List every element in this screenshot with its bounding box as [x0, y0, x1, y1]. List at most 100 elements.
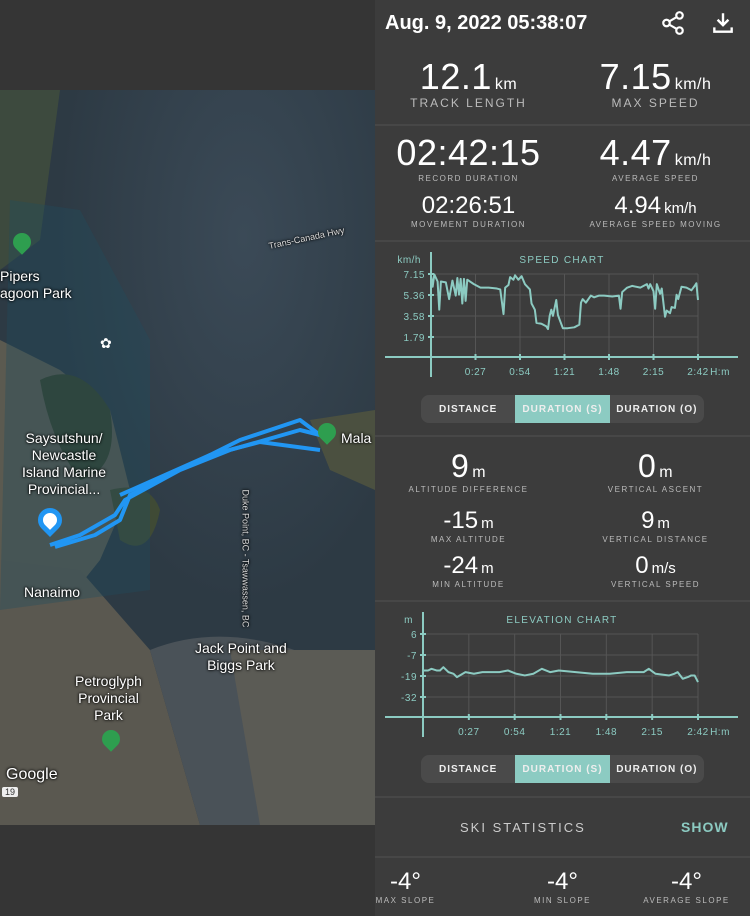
- x-axis-unit: H:m: [710, 367, 730, 378]
- x-tick-label: 2:15: [641, 727, 662, 738]
- label: ALTITUDE DIFFERENCE: [408, 485, 529, 494]
- x-tick-label: 1:48: [596, 727, 617, 738]
- max-speed-value: 7.15: [599, 56, 672, 97]
- series-line: [430, 273, 699, 331]
- stat-altitude-difference: 9 m ALTITUDE DIFFERENCE: [375, 448, 562, 494]
- average-speed-value: 4.47: [599, 132, 672, 173]
- toggle-distance[interactable]: DISTANCE: [438, 403, 498, 415]
- y-tick-label: 3.58: [404, 312, 425, 323]
- x-tick-label: 0:54: [509, 367, 530, 378]
- stat-vertical-speed: 0 m/s VERTICAL SPEED: [562, 552, 749, 589]
- label: TRACK LENGTH: [410, 96, 527, 110]
- track-length-value: 12.1: [419, 56, 492, 97]
- x-tick-label: 1:48: [598, 367, 619, 378]
- route-shield: 19: [2, 787, 19, 797]
- label: MIN SLOPE: [533, 896, 592, 905]
- value: 9: [450, 448, 470, 484]
- divider: [375, 435, 750, 437]
- value: -4°: [390, 868, 421, 895]
- unit: km/h: [674, 76, 712, 93]
- y-tick-label: 1.79: [404, 333, 425, 344]
- stat-min-altitude: -24 m MIN ALTITUDE: [375, 552, 562, 589]
- y-axis-unit: m: [404, 615, 413, 626]
- label: MIN ALTITUDE: [432, 580, 505, 589]
- map-view[interactable]: Pipers agoon Park Saysutshun/ Newcastle …: [0, 90, 375, 825]
- map-label-jack-point[interactable]: Jack Point and Biggs Park: [195, 640, 287, 673]
- stat-average-slope: -4° AVERAGE SLOPE: [593, 868, 750, 905]
- stat-movement-duration: 02:26:51 MOVEMENT DURATION: [375, 192, 562, 229]
- toggle-duration-o[interactable]: DURATION (O): [616, 763, 698, 775]
- satellite-imagery: [0, 90, 375, 825]
- value: 0: [637, 448, 657, 484]
- series-line: [423, 666, 699, 683]
- label: MAX SLOPE: [375, 896, 436, 905]
- divider: [375, 856, 750, 858]
- divider: [375, 796, 750, 798]
- stat-vertical-distance: 9 m VERTICAL DISTANCE: [562, 507, 749, 544]
- value: -4°: [671, 868, 702, 895]
- elevation-chart-axis-toggle: DISTANCE DURATION (S) DURATION (O): [421, 755, 704, 783]
- label: VERTICAL DISTANCE: [602, 535, 709, 544]
- record-duration-value: 02:42:15: [396, 132, 541, 173]
- unit: km: [494, 76, 518, 93]
- label: VERTICAL ASCENT: [607, 485, 704, 494]
- x-tick-label: 1:21: [550, 727, 571, 738]
- divider: [375, 240, 750, 242]
- elevation-chart[interactable]: ELEVATION CHART m 6 -7 -19 -32 0:27 0:54 1:21 1:4…: [375, 600, 750, 740]
- y-axis-unit: km/h: [397, 255, 421, 266]
- map-label-petroglyph[interactable]: Petroglyph Provincial Park: [75, 673, 142, 723]
- map-label-mala: Mala: [341, 430, 372, 446]
- map-label-nanaimo: Nanaimo: [24, 584, 81, 600]
- map-label-pipers: Pipers agoon Park: [0, 268, 72, 301]
- y-tick-label: 6: [411, 630, 417, 641]
- unit: m: [657, 515, 670, 532]
- value: -15: [443, 507, 479, 534]
- unit: m: [481, 515, 494, 532]
- value: -4°: [547, 868, 578, 895]
- toggle-duration-s[interactable]: DURATION (S): [515, 755, 610, 783]
- toggle-distance[interactable]: DISTANCE: [438, 763, 498, 775]
- chart-title: ELEVATION CHART: [506, 615, 617, 626]
- stat-average-speed: 4.47 km/h AVERAGE SPEED: [562, 132, 749, 183]
- google-logo: Google: [6, 766, 58, 783]
- speed-chart[interactable]: SPEED CHART km/h 7.15 5.36 3.58 1.79 0:27 0:54 1…: [375, 240, 750, 380]
- map-label-saysutshun[interactable]: Saysutshun/ Newcastle Island Marine Prov…: [22, 430, 107, 497]
- divider: [375, 124, 750, 126]
- track-datetime: Aug. 9, 2022 05:38:07: [385, 12, 588, 34]
- toggle-duration-s[interactable]: DURATION (S): [515, 395, 610, 423]
- label: MAX SPEED: [611, 96, 700, 110]
- stat-max-altitude: -15 m MAX ALTITUDE: [375, 507, 562, 544]
- label: AVERAGE SPEED: [612, 174, 699, 183]
- x-tick-label: 2:42: [687, 727, 708, 738]
- toggle-duration-o[interactable]: DURATION (O): [616, 403, 698, 415]
- stat-max-speed: 7.15 km/h MAX SPEED: [562, 56, 749, 110]
- unit: m: [472, 464, 487, 481]
- y-tick-label: 7.15: [404, 270, 425, 281]
- maple-leaf-icon: ✿: [100, 335, 112, 351]
- x-tick-label: 2:42: [687, 367, 708, 378]
- value: 9: [641, 507, 655, 534]
- value: 0: [635, 552, 649, 579]
- label: AVERAGE SPEED MOVING: [589, 220, 722, 229]
- ski-statistics-show-button[interactable]: SHOW: [681, 819, 729, 835]
- stat-record-duration: 02:42:15 RECORD DURATION: [375, 132, 562, 183]
- x-tick-label: 0:27: [458, 727, 479, 738]
- speed-chart-axis-toggle: DISTANCE DURATION (S) DURATION (O): [421, 395, 704, 423]
- label: MAX ALTITUDE: [430, 535, 507, 544]
- x-tick-label: 1:21: [554, 367, 575, 378]
- x-tick-label: 0:27: [465, 367, 486, 378]
- share-icon[interactable]: [660, 10, 686, 36]
- label: AVERAGE SLOPE: [643, 896, 730, 905]
- track-details-panel: Aug. 9, 2022 05:38:07 12.1 km TRACK LENGTH…: [375, 0, 750, 916]
- stat-min-slope: -4° MIN SLOPE: [469, 868, 656, 905]
- download-icon[interactable]: [710, 10, 736, 36]
- x-tick-label: 0:54: [504, 727, 525, 738]
- stat-max-slope: -4° MAX SLOPE: [312, 868, 499, 905]
- value: -24: [443, 552, 479, 579]
- unit: km/h: [664, 200, 697, 217]
- unit: m: [659, 464, 674, 481]
- label: RECORD DURATION: [418, 174, 519, 183]
- unit: m: [481, 560, 494, 577]
- ski-statistics-title: SKI STATISTICS: [460, 820, 586, 835]
- y-tick-label: -19: [401, 672, 417, 683]
